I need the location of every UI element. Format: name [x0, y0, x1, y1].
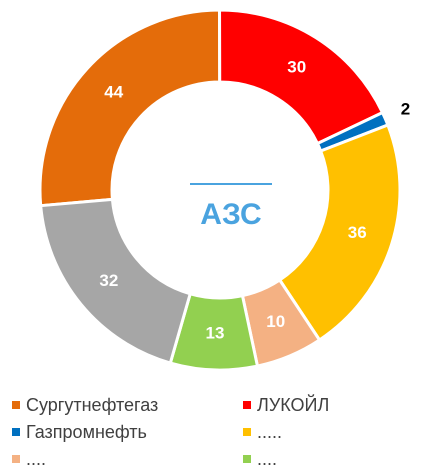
data-label: 30	[287, 58, 306, 77]
legend-label: ЛУКОЙЛ	[257, 394, 329, 415]
data-label: 44	[104, 82, 123, 101]
slice	[39, 197, 193, 365]
legend-swatch	[12, 401, 20, 409]
data-label: 10	[266, 312, 285, 331]
legend-label: ....	[26, 449, 46, 466]
legend-label: Сургутнефтегаз	[26, 395, 158, 415]
data-label: 36	[348, 223, 367, 242]
legend-swatch	[12, 428, 20, 436]
legend-label: Газпромнефть	[26, 422, 147, 442]
legend-swatch	[243, 455, 251, 463]
legend-swatch	[243, 428, 251, 436]
data-label: 2	[401, 100, 410, 119]
chart-title: АЗС	[200, 198, 261, 231]
legend-swatch	[243, 401, 251, 409]
data-label: 32	[99, 271, 118, 290]
legend-label: .....	[257, 422, 282, 442]
legend-label: ....	[257, 449, 277, 466]
data-label: 13	[205, 323, 224, 342]
legend-swatch	[12, 455, 20, 463]
slice	[277, 123, 402, 343]
slice	[38, 8, 222, 208]
